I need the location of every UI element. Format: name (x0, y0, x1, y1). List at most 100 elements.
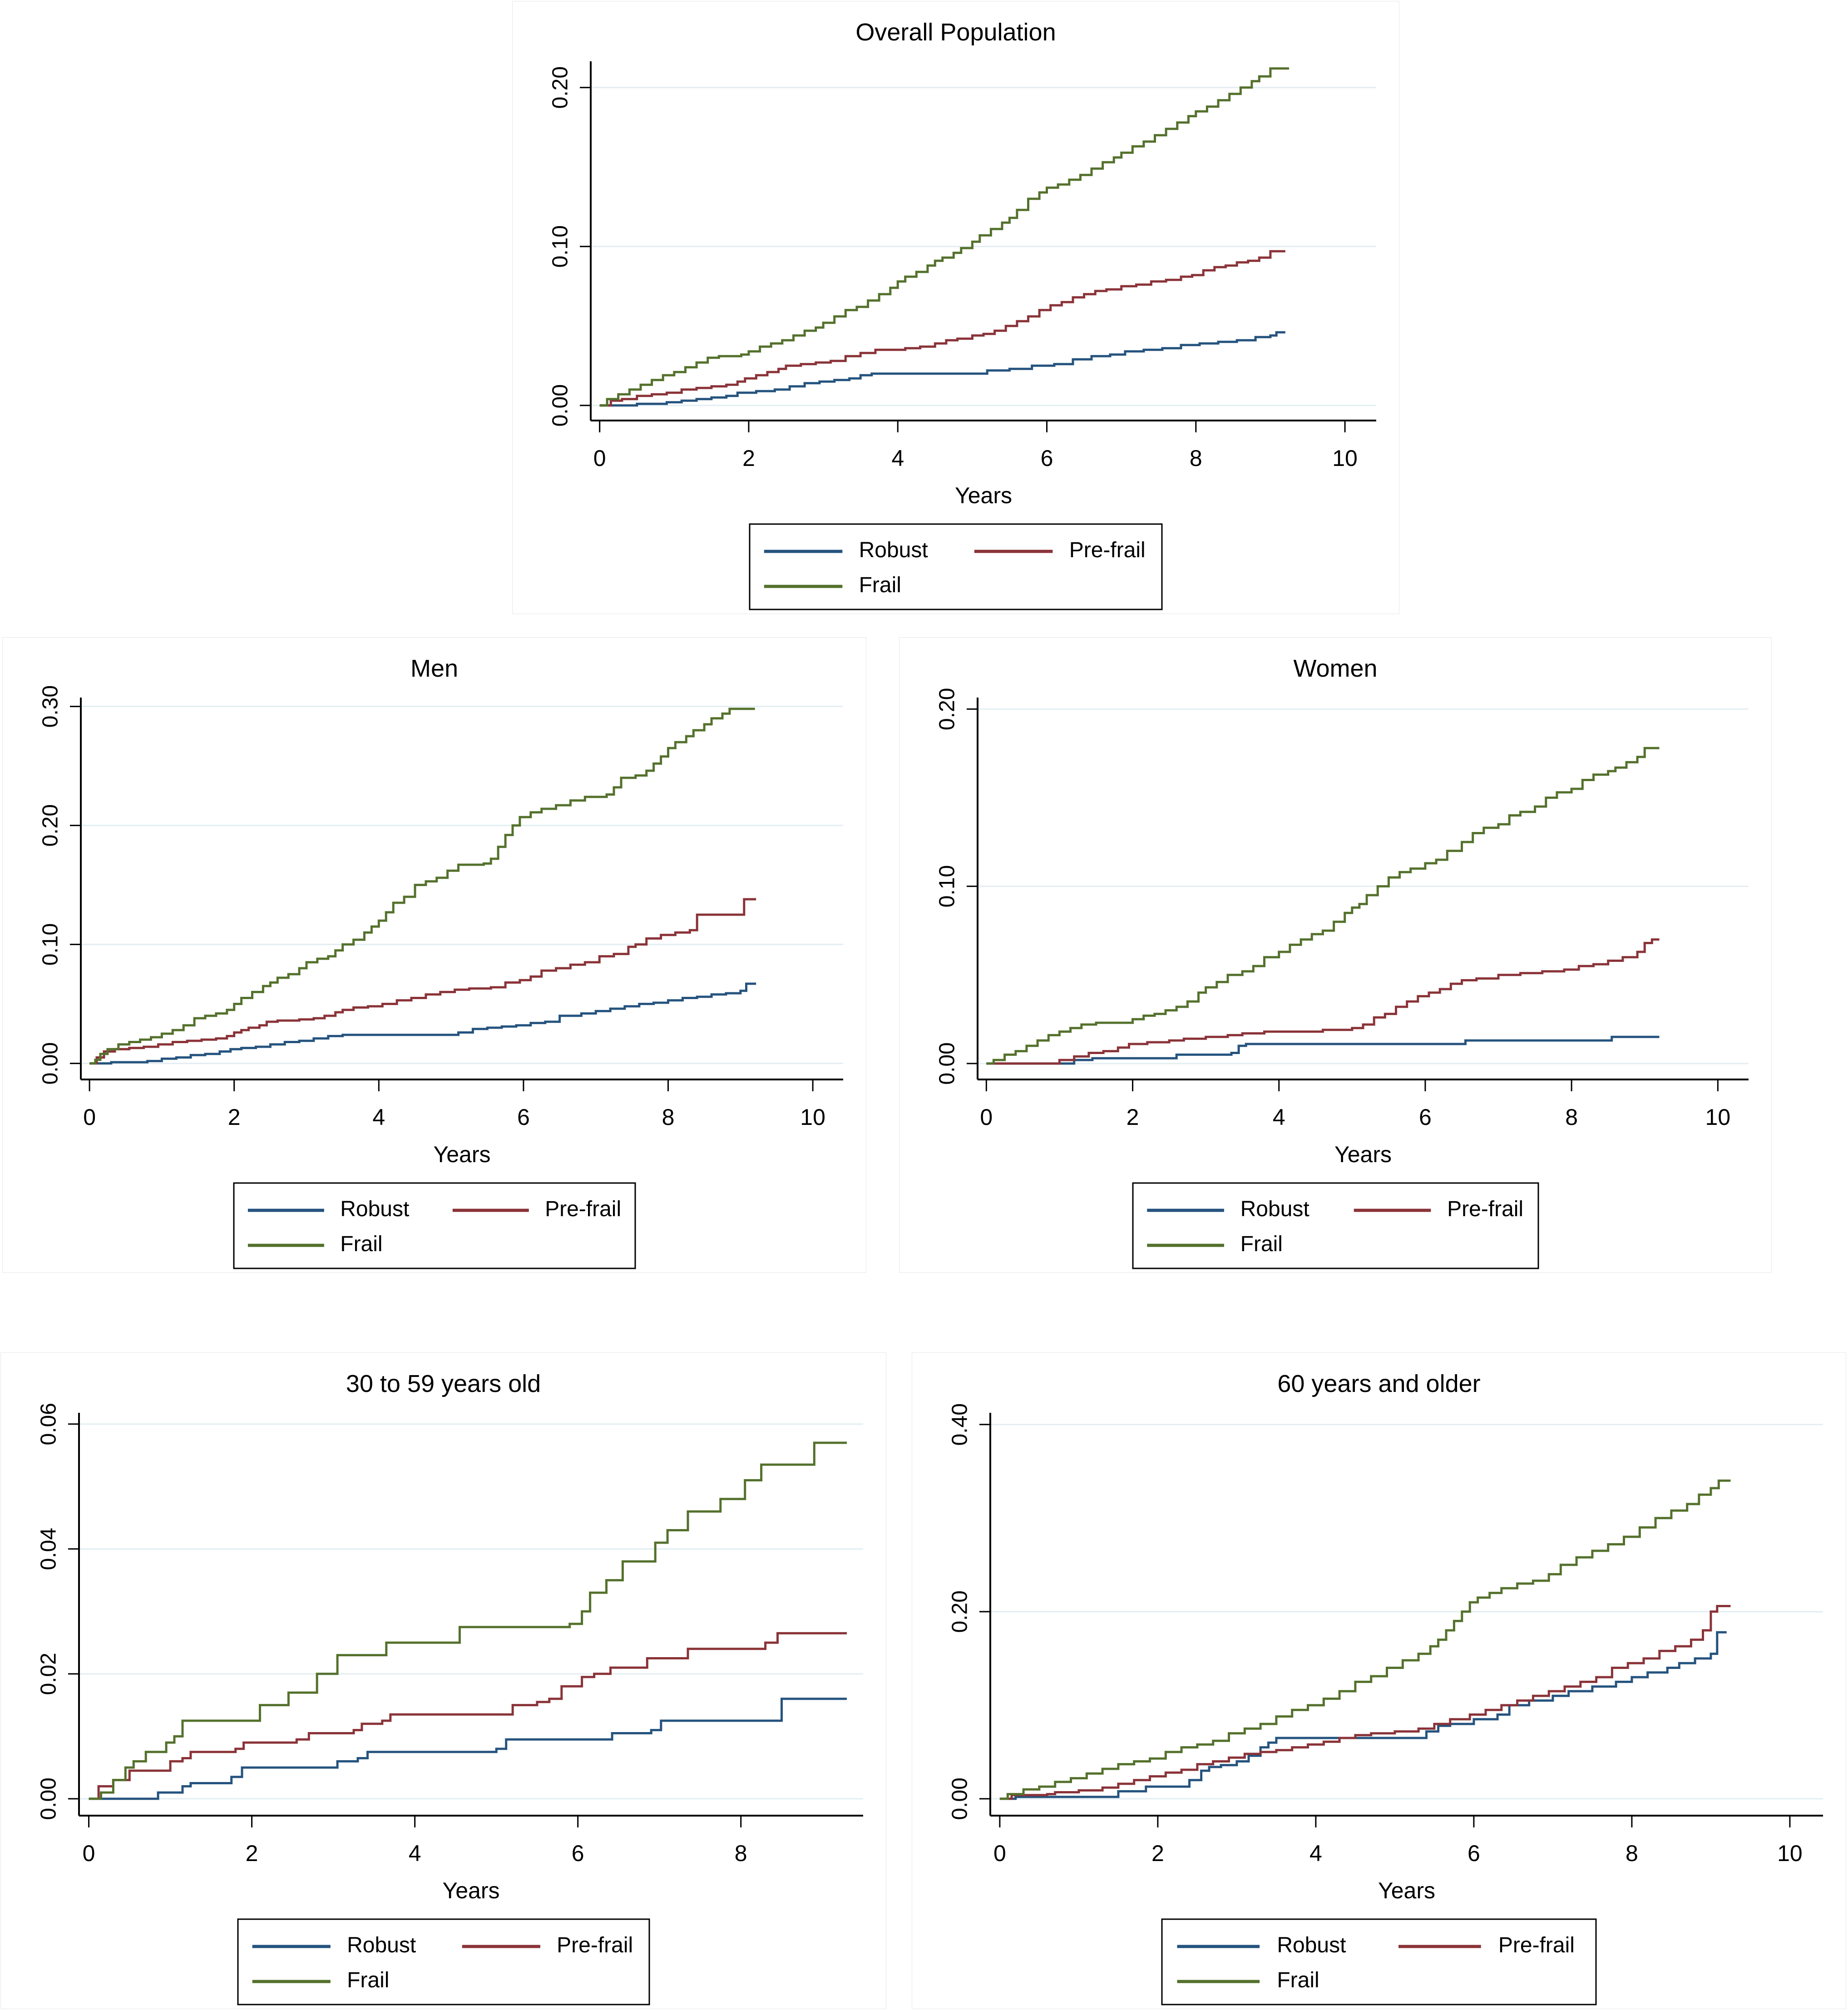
series-line-frail (986, 747, 1660, 1065)
legend-label-robust: Robust (340, 1197, 409, 1221)
series-line-robust (599, 331, 1285, 407)
legend-label-robust: Robust (1277, 1933, 1346, 1957)
x-tick-label: 0 (83, 1104, 96, 1130)
y-tick-label: 0.10 (548, 225, 573, 267)
series-line-frail (999, 1479, 1731, 1800)
chart-title: Men (410, 655, 458, 682)
y-tick-label: 0.10 (39, 923, 63, 965)
series-line-robust (89, 1698, 847, 1800)
y-tick-label: 0.10 (935, 865, 959, 907)
x-tick-label: 6 (1468, 1841, 1480, 1866)
series-line-pre-frail (89, 1632, 847, 1800)
y-tick-label: 0.06 (37, 1403, 61, 1445)
y-tick-label: 0.40 (948, 1403, 972, 1446)
x-axis-title: Years (442, 1878, 499, 1903)
chart-canvas-men: Men 0.00 0.10 0.20 0.30 0 2 4 6 8 10 Years Robust Pre… (39, 655, 843, 1269)
legend-label-frail: Frail (347, 1968, 389, 1992)
y-tick-label: 0.20 (948, 1590, 972, 1633)
x-axis-title: Years (433, 1142, 490, 1167)
series-line-pre-frail (986, 938, 1660, 1065)
series-line-robust (986, 1035, 1660, 1065)
x-tick-label: 8 (735, 1841, 747, 1866)
legend-label-prefrail: Pre-frail (557, 1933, 633, 1957)
x-tick-label: 10 (1777, 1841, 1803, 1866)
x-tick-label: 8 (1626, 1841, 1638, 1866)
x-axis-title: Years (1378, 1878, 1435, 1903)
x-tick-label: 0 (993, 1841, 1006, 1866)
legend-label-prefrail: Pre-frail (1447, 1197, 1523, 1221)
legend-box (1161, 1918, 1597, 2005)
chart-title: Women (1293, 655, 1377, 682)
series-line-frail (89, 708, 755, 1065)
legend-label-frail: Frail (1277, 1968, 1319, 1992)
x-tick-label: 10 (1332, 446, 1358, 471)
x-tick-label: 2 (1127, 1104, 1139, 1130)
y-tick-label: 0.02 (37, 1653, 61, 1695)
legend-label-prefrail: Pre-frail (1498, 1933, 1575, 1957)
x-tick-label: 10 (800, 1104, 825, 1130)
series-line-pre-frail (89, 898, 756, 1065)
x-tick-label: 4 (372, 1104, 385, 1130)
y-tick-label: 0.00 (548, 384, 573, 426)
x-tick-label: 4 (891, 446, 904, 471)
series-line-robust (999, 1631, 1727, 1800)
x-tick-label: 6 (517, 1104, 530, 1130)
series-line-pre-frail (999, 1605, 1731, 1800)
series-line-robust (89, 982, 756, 1065)
x-tick-label: 2 (228, 1104, 241, 1130)
legend-box (1132, 1182, 1539, 1269)
chart-panel-women: Women 0.00 0.10 0.20 0 2 4 6 8 10 Years Robust Pre-f… (899, 637, 1772, 1273)
y-tick-label: 0.20 (548, 66, 573, 109)
chart-panel-30-to-59-years: 30 to 59 years old 0.00 0.02 0.04 0.06 0 2 4 6 8 Y… (0, 1352, 886, 2009)
chart-canvas-30-to-59-years: 30 to 59 years old 0.00 0.02 0.04 0.06 0 2 4 6 8 Y… (37, 1370, 863, 2005)
x-axis-title: Years (1334, 1142, 1392, 1167)
x-tick-label: 8 (1190, 446, 1202, 471)
x-tick-label: 6 (572, 1841, 584, 1866)
legend-box (233, 1182, 636, 1269)
x-tick-label: 2 (246, 1841, 258, 1866)
legend-label-robust: Robust (1240, 1197, 1309, 1221)
chart-panel-60-and-older: 60 years and older 0.00 0.20 0.40 0 2 4 6 8 10 Yea… (912, 1352, 1846, 2009)
x-tick-label: 2 (1151, 1841, 1164, 1866)
y-tick-label: 0.20 (935, 688, 959, 730)
x-tick-label: 0 (593, 446, 606, 471)
x-tick-label: 6 (1041, 446, 1053, 471)
series-line-frail (599, 67, 1289, 407)
chart-canvas-overall-population: Overall Population 0.00 0.10 0.20 0 2 4 6 8 10 Yea… (548, 19, 1376, 610)
series-line-pre-frail (599, 250, 1285, 407)
chart-panel-overall-population: Overall Population 0.00 0.10 0.20 0 2 4 6 8 10 Yea… (512, 1, 1399, 614)
x-tick-label: 8 (662, 1104, 675, 1130)
series-line-frail (89, 1441, 847, 1800)
y-tick-label: 0.00 (948, 1777, 972, 1820)
y-tick-label: 0.20 (39, 804, 63, 847)
chart-title: 60 years and older (1277, 1370, 1480, 1397)
y-tick-label: 0.04 (37, 1528, 61, 1570)
y-tick-label: 0.00 (935, 1042, 959, 1084)
y-tick-label: 0.00 (37, 1777, 61, 1820)
y-tick-label: 0.00 (39, 1042, 63, 1084)
x-tick-label: 6 (1419, 1104, 1432, 1130)
x-tick-label: 2 (742, 446, 755, 471)
x-tick-label: 0 (83, 1841, 95, 1866)
x-tick-label: 0 (980, 1104, 993, 1130)
legend-label-frail: Frail (1240, 1232, 1283, 1256)
x-tick-label: 4 (409, 1841, 421, 1866)
legend-label-frail: Frail (340, 1232, 382, 1256)
x-tick-label: 8 (1565, 1104, 1578, 1130)
legend-label-frail: Frail (859, 573, 901, 597)
chart-canvas-60-and-older: 60 years and older 0.00 0.20 0.40 0 2 4 6 8 10 Yea… (948, 1370, 1823, 2005)
legend-label-robust: Robust (859, 538, 928, 562)
chart-canvas-women: Women 0.00 0.10 0.20 0 2 4 6 8 10 Years Robust Pre-f… (935, 655, 1749, 1269)
legend-label-prefrail: Pre-frail (1069, 538, 1146, 562)
x-tick-label: 4 (1273, 1104, 1285, 1130)
x-axis-title: Years (955, 483, 1012, 508)
y-tick-label: 0.30 (39, 685, 63, 728)
chart-panel-men: Men 0.00 0.10 0.20 0.30 0 2 4 6 8 10 Years Robust Pre… (2, 637, 866, 1273)
legend-box (237, 1918, 650, 2005)
legend-box (749, 523, 1163, 610)
legend-label-robust: Robust (347, 1933, 416, 1957)
chart-title: Overall Population (855, 19, 1056, 46)
x-tick-label: 10 (1705, 1104, 1731, 1130)
chart-title: 30 to 59 years old (346, 1370, 541, 1397)
